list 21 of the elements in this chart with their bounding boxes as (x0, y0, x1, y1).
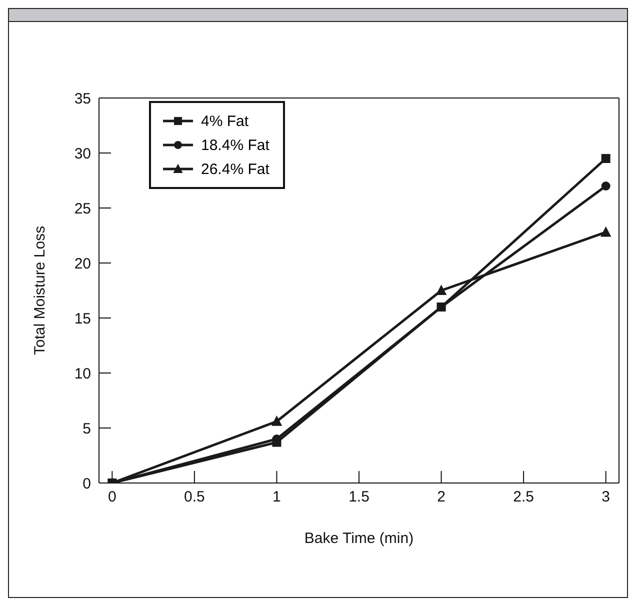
x-axis-title: Bake Time (min) (304, 530, 414, 547)
y-axis-title: Total Moisture Loss (31, 226, 48, 356)
x-tick-label: 0.5 (184, 488, 205, 506)
frame: 0 0.5 1 1.5 2 2.5 3 Bake Time (min) 0 5 10 15 20 25 30 35 Total Moisture Loss 4% Fat 18.4% Fat 26.4% Fat (8, 8, 628, 598)
y-tick-label: 25 (74, 200, 91, 218)
x-tick-label: 1.5 (348, 488, 370, 506)
legend-label: 18.4% Fat (201, 136, 270, 154)
y-tick-label: 20 (74, 255, 91, 272)
y-tick-label: 35 (74, 90, 91, 108)
x-tick-label: 2.5 (513, 488, 534, 506)
y-tick-label: 10 (74, 365, 91, 382)
y-tick-label: 15 (74, 310, 91, 328)
y-tick-label: 30 (74, 145, 91, 162)
legend-label: 4% Fat (201, 112, 249, 130)
y-tick-label: 5 (82, 420, 91, 438)
y-tick-label: 0 (82, 475, 91, 492)
x-tick-label: 0 (108, 488, 116, 506)
legend-label: 26.4% Fat (201, 160, 270, 178)
x-tick-label: 2 (437, 488, 446, 506)
x-tick-label: 3 (602, 488, 610, 506)
x-tick-label: 1 (272, 488, 281, 506)
